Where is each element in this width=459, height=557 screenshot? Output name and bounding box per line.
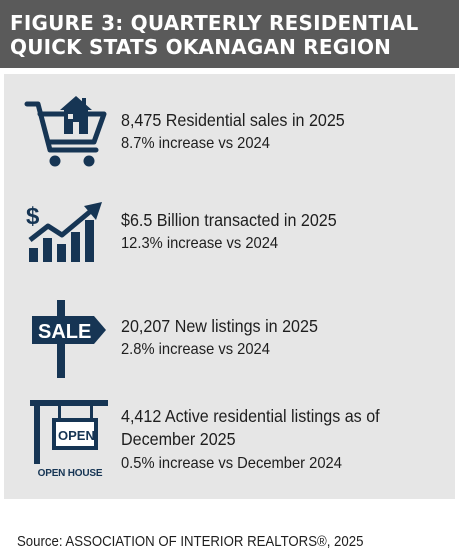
open-house-caption: OPEN HOUSE — [37, 468, 103, 479]
open-sign-label: OPEN — [58, 428, 95, 443]
stat-subtext: 0.5% increase vs December 2024 — [121, 455, 342, 472]
sale-sign-label: SALE — [38, 321, 91, 343]
stat-subtext: 2.8% increase vs 2024 — [121, 341, 270, 358]
stat-headline: 20,207 New listings in 2025 — [121, 316, 318, 336]
shopping-cart-house-icon — [24, 96, 107, 167]
open-house-sign-icon: OPEN — [30, 400, 108, 464]
stat-headline: 4,412 Active residential listings as of … — [121, 406, 380, 449]
svg-text:$: $ — [26, 203, 40, 230]
figure-header: FIGURE 3: QUARTERLY RESIDENTIAL QUICK ST… — [0, 0, 459, 68]
source-citation: Source: ASSOCIATION OF INTERIOR REALTORS… — [17, 533, 364, 550]
stat-headline: $6.5 Billion transacted in 2025 — [121, 210, 337, 230]
stat-subtext: 12.3% increase vs 2024 — [121, 235, 279, 252]
dollar-chart-arrow-icon: $ — [26, 202, 102, 262]
stat-subtext: 8.7% increase vs 2024 — [121, 135, 270, 152]
sale-sign-icon: SALE — [32, 300, 106, 378]
stat-headline: 8,475 Residential sales in 2025 — [121, 110, 345, 130]
figure-title-line-1: FIGURE 3: QUARTERLY RESIDENTIAL — [10, 11, 419, 35]
figure-title-line-2: QUICK STATS OKANAGAN REGION — [10, 35, 392, 59]
